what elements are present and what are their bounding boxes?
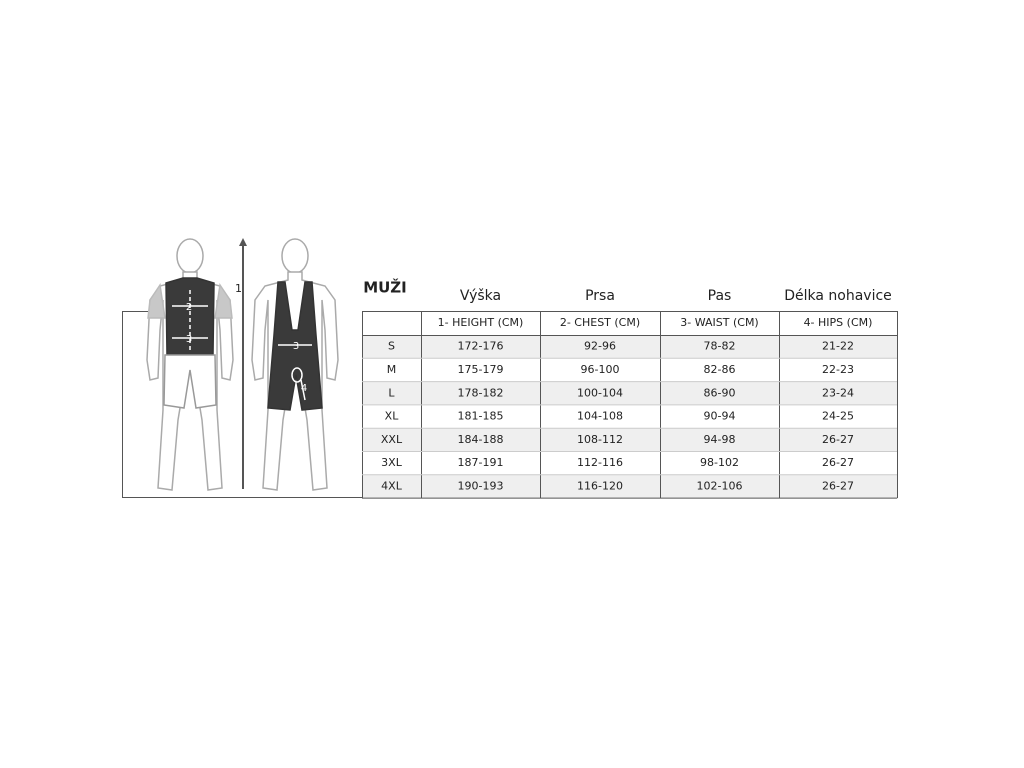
- row-shade: [362, 381, 897, 405]
- column-header: Prsa: [585, 288, 615, 304]
- size-value: 94-98: [704, 433, 736, 446]
- size-value: 112-116: [577, 456, 623, 469]
- size-table: Výška 1- HEIGHT (CM) Prsa 2- CHEST (CM) Pas 3…: [362, 288, 898, 499]
- table-title: MUŽI: [363, 278, 407, 297]
- size-value: 187-191: [458, 456, 504, 469]
- figure-label: 3: [293, 341, 299, 352]
- size-value: 78-82: [704, 340, 736, 353]
- column-subheader: 2- CHEST (CM): [560, 316, 640, 329]
- size-value: 175-179: [458, 363, 504, 376]
- size-label: M: [387, 363, 397, 376]
- column-subheader: 1- HEIGHT (CM): [438, 316, 524, 329]
- size-value: 82-86: [704, 363, 736, 376]
- size-value: 26-27: [822, 456, 854, 469]
- size-value: 184-188: [458, 433, 504, 446]
- back-arrows: [278, 344, 312, 401]
- size-value: 92-96: [584, 340, 616, 353]
- size-value: 26-27: [822, 479, 854, 492]
- size-value: 102-106: [697, 479, 743, 492]
- figure-label: 1: [235, 282, 242, 295]
- size-label: S: [388, 340, 395, 353]
- size-label: 3XL: [381, 456, 403, 469]
- size-label: L: [388, 386, 395, 399]
- size-label: XXL: [381, 433, 403, 446]
- column-header: Výška: [460, 288, 501, 304]
- size-value: 26-27: [822, 433, 854, 446]
- figure-label: 2: [186, 302, 192, 313]
- column-header: Délka nohavice: [784, 288, 892, 304]
- size-value: 172-176: [458, 340, 504, 353]
- height-arrow: [239, 238, 247, 489]
- size-value: 23-24: [822, 386, 854, 399]
- back-figure: [251, 238, 339, 491]
- size-value: 90-94: [704, 410, 736, 423]
- row-shade: [362, 428, 897, 452]
- size-value: 21-22: [822, 340, 854, 353]
- column-subheader: 3- WAIST (CM): [680, 316, 758, 329]
- size-value: 104-108: [577, 410, 623, 423]
- column-subheader: 4- HIPS (CM): [804, 316, 873, 329]
- size-value: 116-120: [577, 479, 623, 492]
- frame: [122, 311, 362, 498]
- size-value: 22-23: [822, 363, 854, 376]
- figure-label: 3: [186, 334, 192, 345]
- size-value: 108-112: [577, 433, 623, 446]
- row-shade: [362, 474, 897, 499]
- size-value: 98-102: [700, 456, 739, 469]
- size-value: 100-104: [577, 386, 623, 399]
- size-value: 190-193: [458, 479, 504, 492]
- size-value: 24-25: [822, 410, 854, 423]
- size-value: 178-182: [458, 386, 504, 399]
- size-label: 4XL: [381, 479, 403, 492]
- figure-label: 4: [301, 383, 307, 394]
- size-label: XL: [385, 410, 400, 423]
- front-figure: [146, 238, 234, 491]
- size-value: 96-100: [581, 363, 620, 376]
- size-value: 86-90: [704, 386, 736, 399]
- front-arrows: [172, 290, 208, 350]
- size-value: 181-185: [458, 410, 504, 423]
- row-shade: [362, 335, 897, 359]
- column-header: Pas: [708, 288, 732, 304]
